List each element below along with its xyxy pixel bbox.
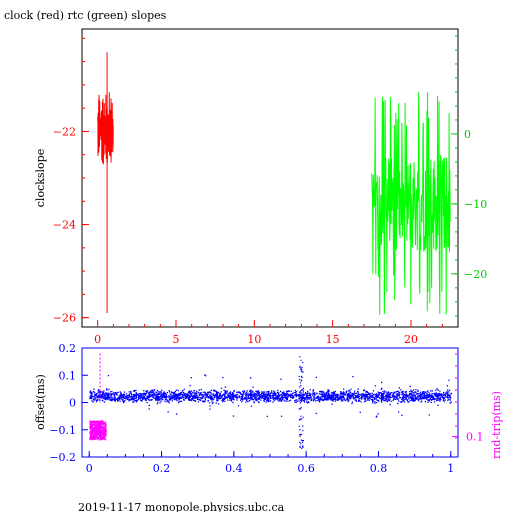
x-tick-label: 5	[173, 333, 180, 346]
bottom-x-tick-label: 0.8	[370, 462, 388, 475]
bottom-y-tick-label: 0.1	[59, 369, 77, 382]
series-rtc-line	[371, 91, 451, 315]
x-tick-label: 0	[94, 333, 101, 346]
series-offset-dip	[298, 356, 305, 449]
bottom-x-tick-label: 0.6	[297, 462, 315, 475]
bottom-x-tick-label: 0.2	[153, 462, 171, 475]
top-y-axis-label: clockslope	[34, 149, 47, 207]
bottom-y-axis-label: offset(ms)	[34, 374, 47, 430]
series-offset-points	[89, 374, 453, 418]
bottom-y-tick-label: −0.1	[49, 424, 76, 437]
series-roundtrip-points	[89, 420, 107, 441]
y-right-tick-label: −20	[464, 268, 487, 281]
bottom-y2-tick-label: 0.1	[466, 431, 484, 444]
series-clock-line	[97, 92, 114, 165]
y-left-tick-label: −22	[53, 125, 76, 138]
x-tick-label: 10	[247, 333, 261, 346]
y-left-tick-label: −24	[53, 219, 76, 232]
bottom-y-tick-label: 0.2	[59, 342, 77, 355]
x-tick-label: 15	[326, 333, 340, 346]
x-tick-label: 20	[404, 333, 418, 346]
bottom-y-tick-label: 0	[69, 397, 76, 410]
bottom-y-tick-label: −0.2	[49, 451, 76, 464]
bottom-y2-axis-label: rnd-trip(ms)	[490, 391, 503, 459]
y-right-tick-label: 0	[464, 128, 471, 141]
y-right-tick-label: −10	[464, 198, 487, 211]
bottom-x-tick-label: 1	[447, 462, 454, 475]
y-left-tick-label: −26	[53, 312, 76, 325]
bottom-x-tick-label: 0	[86, 462, 93, 475]
top-plot-area: 0 5 10 15 20 −22 −24 −26 0 −10 −20	[53, 35, 487, 346]
bottom-x-tick-label: 0.4	[225, 462, 243, 475]
chart-title: clock (red) rtc (green) slopes	[4, 9, 167, 22]
bottom-plot-area: 0 0.2 0.4 0.6 0.8 1 0.2 0.1 0 −0.1 −0.2 0.1	[49, 342, 483, 475]
footer-text: 2019-11-17 monopole.physics.ubc.ca	[78, 501, 285, 512]
bottom-plot-frame	[81, 347, 459, 458]
